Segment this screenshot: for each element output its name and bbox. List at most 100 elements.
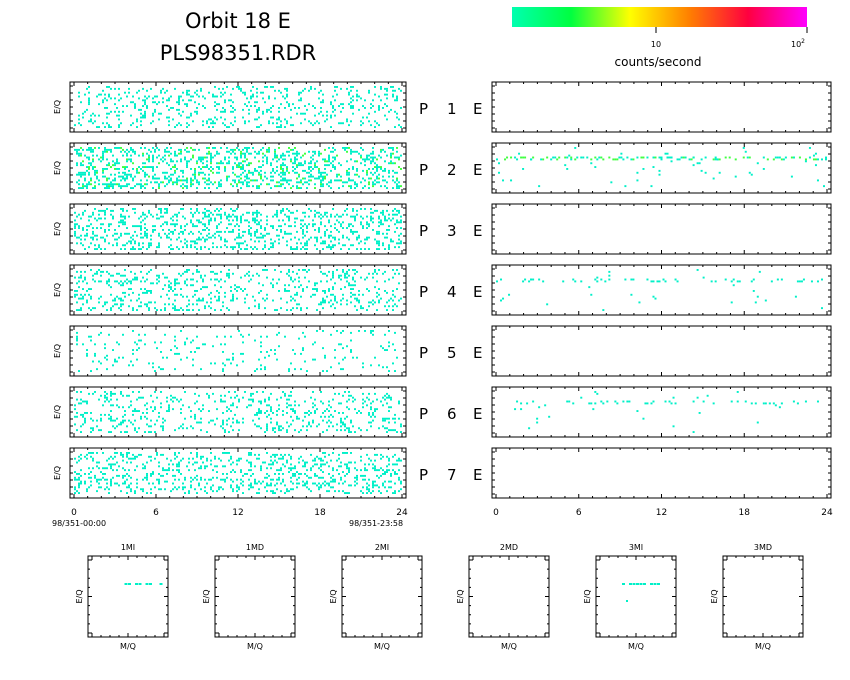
cell bbox=[144, 95, 146, 98]
cell bbox=[320, 223, 322, 226]
cell bbox=[164, 333, 166, 336]
cell bbox=[258, 221, 260, 224]
cell bbox=[266, 156, 268, 159]
cell bbox=[80, 173, 82, 176]
cell bbox=[188, 299, 190, 302]
cell bbox=[264, 307, 266, 310]
cell bbox=[232, 230, 234, 233]
cell bbox=[140, 225, 142, 228]
cell bbox=[138, 97, 140, 100]
cell bbox=[198, 181, 200, 184]
cell bbox=[142, 87, 144, 90]
cell bbox=[750, 173, 753, 176]
cell bbox=[84, 419, 86, 422]
cell bbox=[184, 280, 186, 283]
cell bbox=[224, 108, 226, 111]
left-panel-6-cells bbox=[74, 391, 402, 433]
cell bbox=[620, 156, 623, 159]
cell bbox=[166, 150, 168, 153]
cell bbox=[168, 124, 170, 127]
cell bbox=[112, 179, 114, 182]
cell bbox=[288, 284, 290, 287]
cell bbox=[80, 162, 82, 165]
cell bbox=[194, 168, 196, 170]
cell bbox=[304, 234, 306, 237]
cell bbox=[222, 93, 224, 96]
cell bbox=[376, 122, 378, 125]
cell bbox=[242, 160, 244, 163]
cell bbox=[264, 366, 266, 369]
cell bbox=[146, 166, 148, 168]
colorbar: 10 102 counts/second bbox=[512, 7, 808, 69]
cell bbox=[392, 305, 394, 308]
cell bbox=[196, 110, 198, 113]
cell bbox=[146, 232, 148, 235]
cell bbox=[140, 305, 142, 308]
cell bbox=[84, 171, 86, 174]
cell bbox=[254, 219, 256, 222]
cell bbox=[82, 297, 84, 300]
cell bbox=[754, 402, 757, 405]
cell bbox=[370, 408, 372, 411]
cell bbox=[270, 110, 272, 113]
cell bbox=[272, 179, 274, 182]
cell bbox=[172, 396, 174, 399]
cell bbox=[76, 223, 78, 226]
cell bbox=[168, 175, 170, 178]
cell bbox=[250, 246, 252, 249]
cell bbox=[142, 219, 144, 222]
cell bbox=[164, 303, 166, 306]
cell bbox=[144, 234, 146, 237]
cell bbox=[148, 211, 150, 214]
cell bbox=[340, 331, 342, 334]
cell bbox=[186, 185, 188, 188]
cell bbox=[254, 150, 256, 153]
cell bbox=[204, 107, 206, 109]
cell bbox=[350, 230, 352, 233]
cell bbox=[336, 229, 338, 231]
cell bbox=[358, 330, 360, 332]
cell bbox=[84, 278, 86, 281]
cell bbox=[84, 234, 86, 237]
cell bbox=[296, 152, 298, 155]
cell bbox=[344, 147, 346, 149]
cell bbox=[302, 219, 304, 222]
cell bbox=[362, 406, 364, 409]
cell bbox=[172, 232, 174, 235]
cell bbox=[230, 215, 232, 218]
cell bbox=[234, 246, 236, 249]
cell bbox=[276, 215, 278, 218]
cell bbox=[140, 215, 142, 218]
cell bbox=[220, 217, 222, 220]
cell bbox=[248, 162, 250, 165]
cell bbox=[264, 234, 266, 237]
cell bbox=[380, 185, 382, 188]
cell bbox=[350, 291, 352, 294]
cell bbox=[90, 288, 92, 290]
cell bbox=[178, 400, 180, 403]
cell bbox=[262, 284, 264, 287]
cell bbox=[368, 236, 370, 239]
cell bbox=[122, 110, 124, 113]
cell bbox=[260, 341, 262, 344]
cell bbox=[228, 417, 230, 420]
cell bbox=[192, 303, 194, 306]
cell bbox=[242, 230, 244, 233]
cell bbox=[156, 282, 158, 285]
cell bbox=[136, 169, 138, 172]
cell bbox=[328, 400, 330, 403]
cell bbox=[120, 280, 122, 283]
cell bbox=[204, 173, 206, 176]
cell bbox=[88, 97, 90, 100]
cell bbox=[324, 415, 326, 418]
cell bbox=[192, 278, 194, 281]
cell bbox=[192, 364, 194, 367]
cell bbox=[398, 299, 400, 302]
cell bbox=[238, 244, 240, 247]
cell bbox=[232, 110, 234, 113]
cell bbox=[132, 248, 134, 250]
cell bbox=[100, 223, 102, 226]
cell bbox=[76, 398, 78, 401]
cell bbox=[676, 280, 679, 283]
cell bbox=[322, 179, 324, 182]
